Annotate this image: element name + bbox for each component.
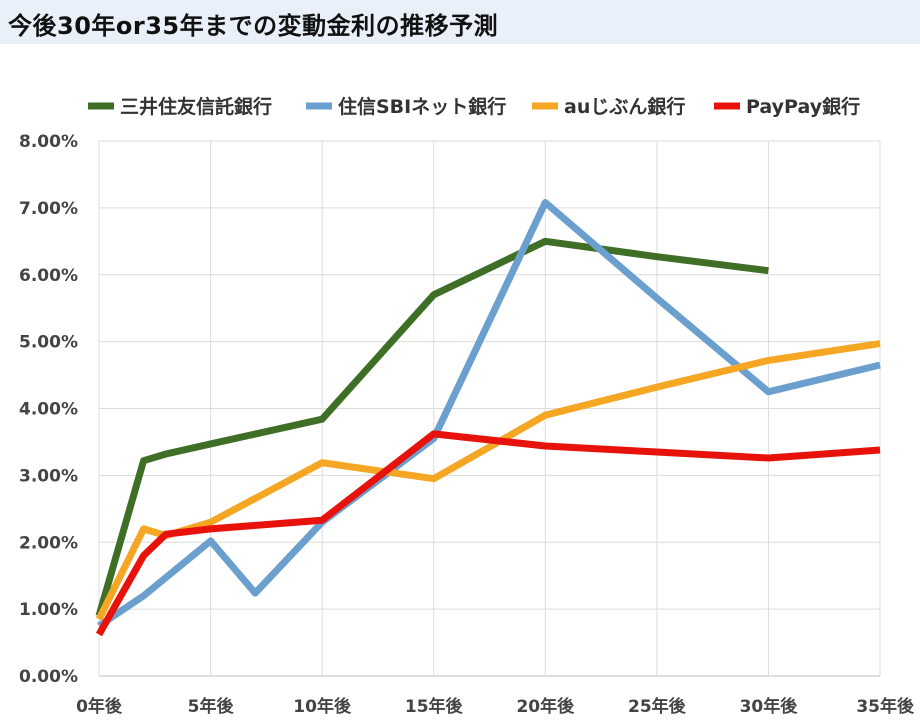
- y-tick-label: 4.00%: [19, 400, 78, 420]
- chart-grid: [98, 140, 881, 677]
- x-tick-label: 5年後: [188, 696, 235, 717]
- chart-series: [95, 199, 881, 637]
- series-line-4: [95, 430, 881, 637]
- title-bar: 今後30年or35年までの変動金利の推移予測: [0, 0, 920, 44]
- x-tick-label: 20年後: [516, 696, 575, 717]
- x-axis-ticks: 0年後 5年後 10年後 15年後 20年後 25年後 30年後 35年後: [76, 696, 915, 717]
- x-tick-label: 10年後: [293, 696, 352, 717]
- y-axis-ticks: 0.00% 1.00% 2.00% 3.00% 4.00% 5.00% 6.00% 7.00%…: [19, 132, 78, 687]
- y-tick-label: 8.00%: [19, 132, 78, 152]
- series-line-3: [95, 340, 881, 621]
- y-tick-label: 5.00%: [19, 333, 78, 353]
- x-tick-label: 25年後: [628, 696, 687, 717]
- x-tick-label: 15年後: [405, 696, 464, 717]
- x-tick-label: 30年後: [740, 696, 799, 717]
- legend-label-1: 三井住友信託銀行: [120, 95, 272, 118]
- x-tick-label: 35年後: [856, 696, 915, 717]
- y-tick-label: 6.00%: [19, 266, 78, 286]
- x-tick-label: 0年後: [76, 696, 123, 717]
- legend-label-3: auじぶん銀行: [564, 95, 685, 118]
- series-line-1: [95, 237, 769, 617]
- y-tick-label: 1.00%: [19, 600, 78, 620]
- chart-legend: 三井住友信託銀行 住信SBIネット銀行 auじぶん銀行 PayPay銀行: [88, 95, 860, 118]
- y-tick-label: 2.00%: [19, 533, 78, 553]
- y-tick-label: 3.00%: [19, 466, 78, 486]
- legend-label-4: PayPay銀行: [746, 95, 860, 118]
- y-tick-label: 7.00%: [19, 199, 78, 219]
- legend-label-2: 住信SBIネット銀行: [338, 95, 506, 118]
- y-tick-label: 0.00%: [19, 667, 78, 687]
- page-title: 今後30年or35年までの変動金利の推移予測: [8, 12, 499, 40]
